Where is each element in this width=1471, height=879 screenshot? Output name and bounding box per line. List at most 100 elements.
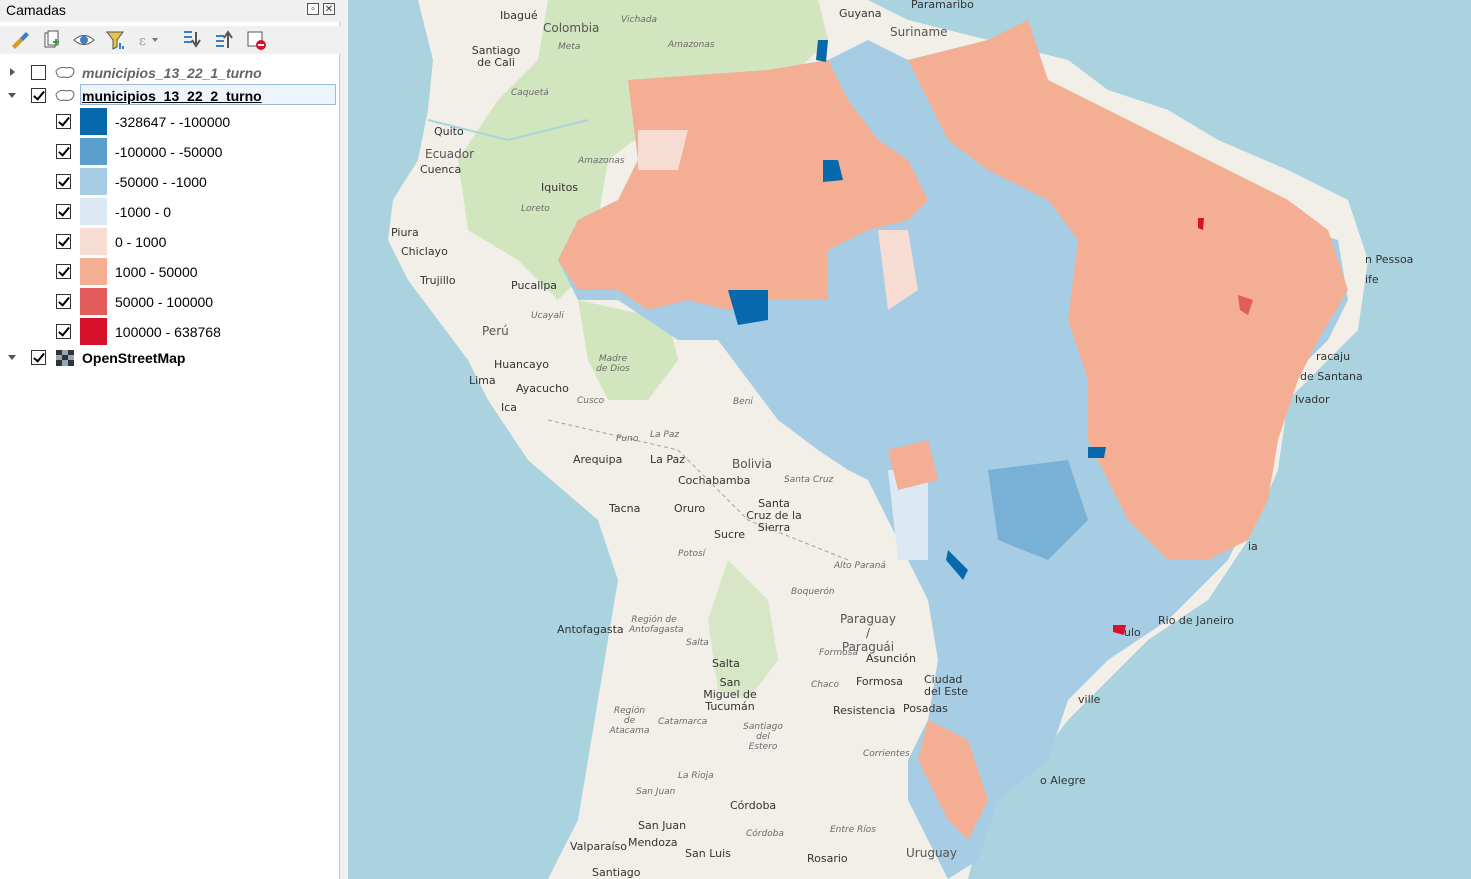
class-label: -1000 - 0 [115, 204, 172, 220]
map-label: San Juan [638, 819, 687, 832]
map-label: Bolivia [732, 457, 773, 471]
panel-splitter[interactable] [340, 0, 348, 879]
map-label: Santiago [592, 866, 641, 879]
map-label: Perú [482, 324, 509, 338]
expand-arrow-icon[interactable] [6, 66, 18, 78]
class-label: 50000 - 100000 [115, 294, 214, 310]
map-label: Santa Cruz [784, 475, 834, 485]
layer-visibility-checkbox[interactable] [31, 350, 46, 365]
class-label: 1000 - 50000 [115, 264, 198, 280]
map-label: ia [1248, 540, 1258, 553]
map-label: Suriname [890, 25, 948, 39]
map-label: Ciudad del Este [924, 673, 969, 698]
map-label: ife [1365, 273, 1379, 286]
legend-class-item[interactable]: 0 - 1000 [0, 227, 338, 257]
map-label: Chiclayo [401, 245, 448, 258]
filter-expression-icon[interactable]: ε [136, 28, 160, 52]
layer-row-openstreetmap[interactable]: OpenStreetMap [0, 346, 338, 370]
region-1000-50000 [918, 720, 988, 840]
layer-visibility-checkbox[interactable] [31, 65, 46, 80]
legend-class-item[interactable]: 100000 - 638768 [0, 317, 338, 347]
map-label: Chaco [811, 680, 839, 690]
legend-class-item[interactable]: -50000 - -1000 [0, 167, 338, 197]
class-visibility-checkbox[interactable] [56, 234, 71, 249]
class-visibility-checkbox[interactable] [56, 294, 71, 309]
legend-class-item[interactable]: -1000 - 0 [0, 197, 338, 227]
map-label: Córdoba [746, 829, 784, 839]
map-label: Formosa [856, 675, 903, 688]
class-visibility-checkbox[interactable] [56, 324, 71, 339]
class-visibility-checkbox[interactable] [56, 264, 71, 279]
forest-area [578, 300, 678, 400]
layer-visibility-checkbox[interactable] [31, 88, 46, 103]
map-label: Lima [469, 374, 496, 387]
region-0-1000 [638, 130, 688, 170]
map-label: Salta [686, 638, 709, 648]
map-label: n Pessoa [1365, 253, 1414, 266]
remove-layer-icon[interactable] [244, 28, 268, 52]
map-label: ville [1078, 693, 1101, 706]
map-label: Sucre [714, 528, 746, 541]
map-label: racaju [1316, 350, 1351, 363]
class-visibility-checkbox[interactable] [56, 204, 71, 219]
panel-title: Camadas [6, 2, 66, 18]
class-visibility-checkbox[interactable] [56, 174, 71, 189]
filter-legend-icon[interactable] [104, 28, 128, 52]
legend-class-item[interactable]: -100000 - -50000 [0, 137, 338, 167]
forest-area [708, 560, 778, 700]
collapse-arrow-icon[interactable] [6, 89, 18, 101]
map-label: Arequipa [573, 453, 623, 466]
collapse-all-icon[interactable] [212, 28, 236, 52]
map-label: Boquerón [791, 587, 835, 597]
map-label: Alto Paraná [834, 561, 886, 571]
map-label: lvador [1295, 393, 1330, 406]
map-label: Caquetá [511, 88, 549, 98]
class-color-swatch [80, 108, 107, 135]
map-label: Paramaribo [911, 0, 974, 11]
class-visibility-checkbox[interactable] [56, 114, 71, 129]
polygon-layer-icon [55, 89, 75, 101]
map-label: La Rioja [678, 771, 714, 781]
map-label: Huancayo [494, 358, 549, 371]
river-line [427, 119, 589, 142]
close-panel-icon[interactable]: ✕ [323, 3, 335, 15]
layer-row-municipios-1-turno[interactable]: municipios_13_22_1_turno [0, 61, 338, 85]
add-group-icon[interactable] [40, 28, 64, 52]
legend-class-item[interactable]: -328647 - -100000 [0, 107, 338, 137]
map-label: Mendoza [628, 836, 678, 849]
map-label: Formosa [819, 648, 858, 658]
expand-all-icon[interactable] [180, 28, 204, 52]
collapse-arrow-icon[interactable] [6, 351, 18, 363]
map-label: Santiago del Estero [743, 722, 783, 752]
layer-row-municipios-2-turno[interactable]: municipios_13_22_2_turno [0, 84, 338, 108]
class-label: 0 - 1000 [115, 234, 167, 250]
map-label: de Santana [1300, 370, 1363, 383]
map-label: Vichada [621, 15, 658, 25]
map-label: Rio de Janeiro [1158, 614, 1234, 627]
float-panel-icon[interactable]: ▫ [307, 3, 319, 15]
layer-name: municipios_13_22_2_turno [82, 88, 262, 104]
region-below-minus100000 [728, 290, 768, 325]
map-label: Ecuador [425, 147, 475, 161]
raster-layer-icon [56, 350, 74, 366]
map-label: Santiago de Cali [471, 44, 521, 69]
legend-class-item[interactable]: 1000 - 50000 [0, 257, 338, 287]
map-label: Paraguay / Paraguái [839, 612, 896, 654]
map-label: La Paz [650, 453, 686, 466]
map-label: La Paz [650, 430, 680, 440]
region-below-minus100000 [1088, 447, 1106, 458]
map-label: Piura [391, 226, 419, 239]
legend-class-item[interactable]: 50000 - 100000 [0, 287, 338, 317]
style-manager-icon[interactable] [8, 28, 32, 52]
class-visibility-checkbox[interactable] [56, 144, 71, 159]
region-1000-50000 [908, 20, 1348, 560]
map-label: Colombia [543, 21, 600, 35]
class-color-swatch [80, 138, 107, 165]
map-label: Entre Ríos [830, 825, 876, 835]
map-canvas[interactable]: Ibagué Colombia Vichada Guyana Paramarib… [348, 0, 1471, 879]
layer-name: OpenStreetMap [82, 350, 186, 366]
map-label: o Alegre [1040, 774, 1086, 787]
manage-visibility-icon[interactable] [72, 28, 96, 52]
map-label: ulo [1124, 626, 1141, 639]
class-color-swatch [80, 258, 107, 285]
